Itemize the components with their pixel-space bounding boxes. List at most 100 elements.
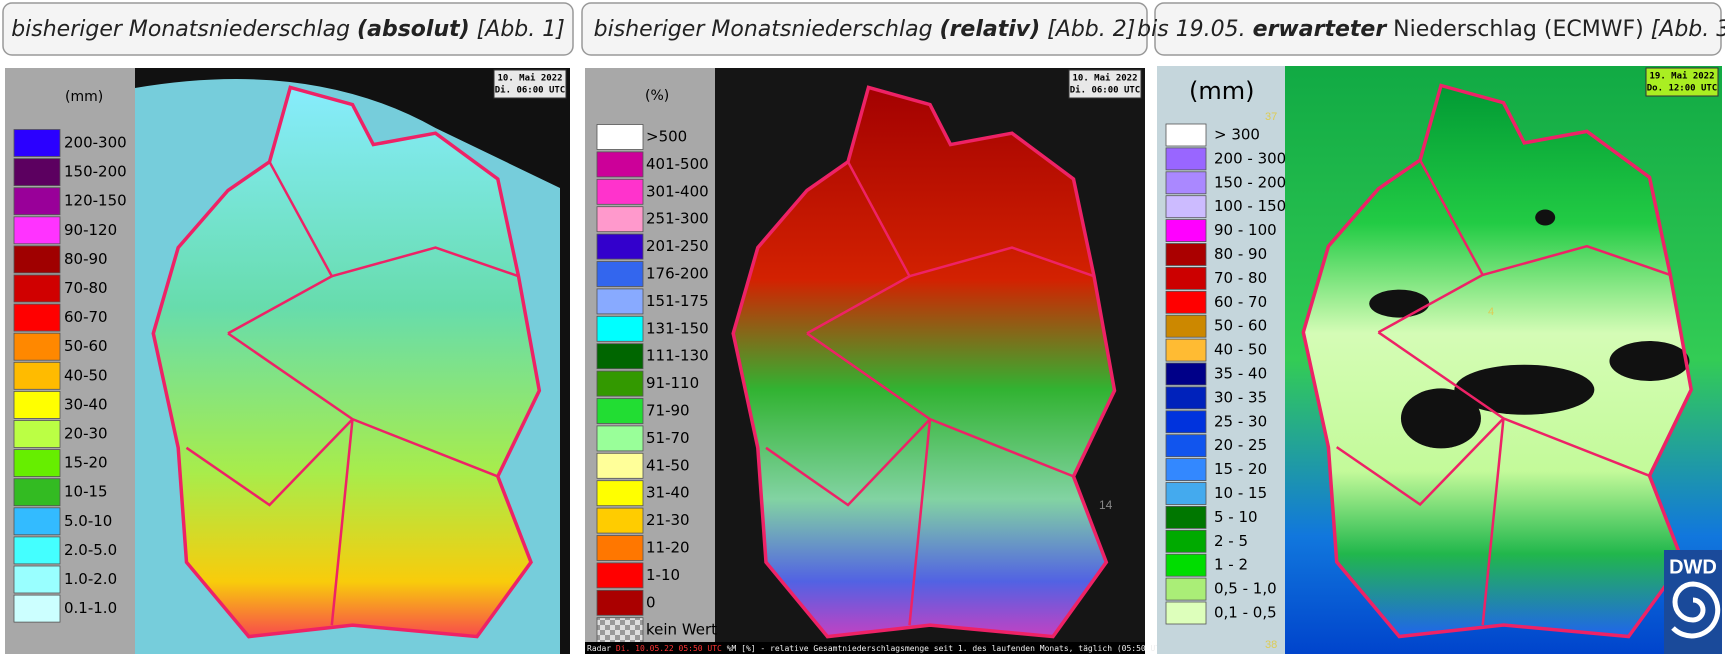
legend-unit: (mm) — [65, 89, 103, 105]
legend-label: 31-40 — [646, 484, 690, 502]
legend-label: 100 - 150 — [1214, 197, 1286, 215]
legend-label: >500 — [646, 128, 687, 146]
dry-area — [1400, 388, 1481, 449]
panel-title: bis 19.05. erwarteter Niederschlag (ECMW… — [1137, 17, 1725, 42]
legend-swatch — [13, 565, 61, 594]
legend-label: 30-40 — [64, 395, 108, 413]
legend-swatch — [13, 536, 61, 565]
legend-swatch — [596, 452, 644, 479]
panel-header — [1154, 2, 1722, 56]
legend-label: 60 - 70 — [1214, 293, 1267, 311]
legend-swatch — [1165, 195, 1207, 219]
germany-precip — [153, 87, 540, 637]
legend-swatch — [1165, 290, 1207, 314]
legend-swatch — [13, 158, 61, 187]
legend-label: 10 - 15 — [1214, 484, 1267, 502]
legend-swatch — [1165, 243, 1207, 266]
state-border — [909, 246, 1095, 278]
legend-label: 0 — [646, 593, 656, 611]
legend-swatch — [596, 206, 644, 233]
country-border — [731, 85, 1117, 639]
legend-label: 1.0-2.0 — [64, 570, 117, 588]
time-stamp: 10. Mai 2022 — [497, 73, 562, 84]
state-border — [1481, 418, 1505, 626]
title-part: (relativ) — [940, 17, 1041, 42]
dry-area — [1369, 289, 1430, 318]
legend-swatch — [596, 343, 644, 370]
legend-label: 0.1-1.0 — [64, 599, 117, 617]
legend-swatch — [1165, 314, 1207, 338]
legend-label: 15 - 20 — [1214, 460, 1267, 478]
time-stamp: Do. 12:00 UTC — [1647, 84, 1717, 94]
legend-swatch — [596, 124, 644, 150]
legend-label: 5.0-10 — [64, 512, 112, 530]
legend-label: 2.0-5.0 — [64, 541, 117, 559]
legend-label: 0,5 - 1,0 — [1214, 580, 1277, 598]
title-part: bisheriger Monatsniederschlag — [594, 17, 940, 42]
country-border — [1301, 83, 1694, 639]
legend-swatch — [596, 233, 644, 260]
legend-swatch — [596, 151, 644, 178]
dry-area — [1535, 209, 1556, 226]
panel-header — [581, 2, 1148, 56]
footer-bar — [585, 642, 1145, 654]
legend-swatch — [1165, 529, 1207, 553]
legend-label: 10-15 — [64, 483, 108, 501]
state-border — [331, 246, 519, 278]
legend-label: 41-50 — [646, 456, 690, 474]
state-border — [1335, 417, 1505, 507]
time-stamp: Di. 06:00 UTC — [1070, 85, 1140, 96]
legend-swatch — [596, 370, 644, 397]
legend-swatch — [1165, 147, 1207, 171]
legend-label: 50-60 — [64, 337, 108, 355]
legend-label: 80-90 — [64, 250, 108, 268]
legend-swatch — [13, 420, 61, 448]
legend-swatch — [1165, 553, 1207, 577]
legend-label: 201-250 — [646, 237, 709, 255]
title-part: (absolut) — [357, 17, 470, 42]
title-part: Niederschlag (ECMWF) — [1386, 17, 1651, 42]
title-part: [Abb. 2] — [1040, 17, 1135, 42]
legend-swatch — [596, 315, 644, 342]
footer-part: %M [%] - relative Gesamtniederschlagsmen… — [722, 644, 1170, 653]
legend-swatch — [13, 129, 61, 157]
state-border — [1482, 244, 1671, 277]
legend-swatch — [596, 425, 644, 452]
legend-label: 90-120 — [64, 221, 117, 239]
footer-part: Di. 10.05.22 05:50 UTC — [616, 644, 722, 653]
legend-label: 20 - 25 — [1214, 436, 1267, 454]
dry-area — [1609, 341, 1690, 381]
legend-label: 0,1 - 0,5 — [1214, 604, 1277, 622]
legend-label: 2 - 5 — [1214, 532, 1248, 550]
legend-swatch — [1165, 171, 1207, 195]
legend-swatch — [1165, 458, 1207, 482]
state-border — [765, 418, 931, 507]
logo-text: DWD — [1669, 556, 1717, 578]
legend-label: 176-200 — [646, 265, 709, 283]
legend-swatch — [1165, 434, 1207, 458]
legend-label: 11-20 — [646, 539, 690, 557]
time-stamp-box — [1645, 67, 1719, 97]
map-marker: 4 — [1488, 306, 1494, 318]
legend-label: 30 - 35 — [1214, 388, 1267, 406]
legend-swatch — [13, 507, 61, 536]
title-part: erwarteter — [1253, 17, 1388, 42]
legend-label: 40-50 — [64, 366, 108, 384]
logo-swirl — [1671, 581, 1721, 639]
germany-precip — [1303, 85, 1692, 637]
legend-label: 151-175 — [646, 292, 709, 310]
state-border — [185, 418, 354, 507]
legend-swatch — [1165, 601, 1207, 625]
legend-label: 301-400 — [646, 182, 709, 200]
legend-label: 35 - 40 — [1214, 365, 1267, 383]
legend-swatch — [13, 332, 61, 361]
legend-swatch — [1165, 386, 1207, 410]
legend-swatch — [13, 390, 61, 419]
footer-part: Radar — [587, 644, 616, 653]
legend-swatch — [596, 617, 644, 644]
germany-precip — [733, 87, 1115, 637]
map-marker: 14 — [1099, 498, 1113, 512]
legend-swatch — [13, 478, 61, 507]
legend-label: 91-110 — [646, 374, 699, 392]
time-stamp-box — [493, 69, 567, 99]
